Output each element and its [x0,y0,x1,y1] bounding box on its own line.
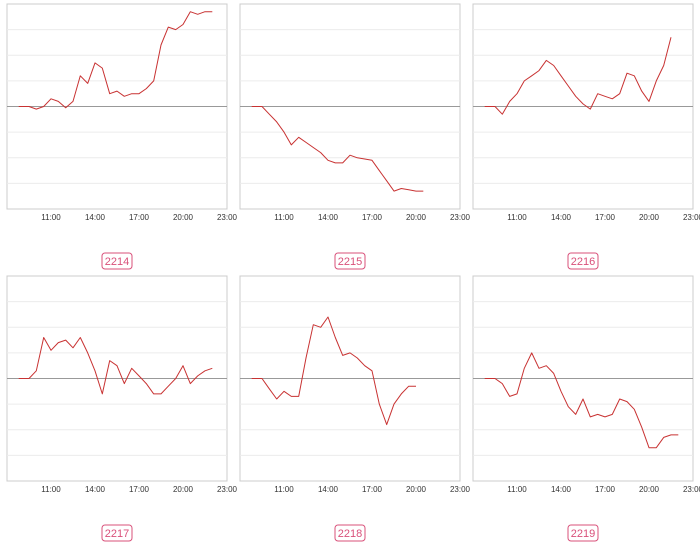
series-line [484,352,679,449]
chart-panel-2214: 11:00 14:00 17:00 20:00 23:00 2214 [6,3,238,270]
x-tick-label: 11:00 [274,485,294,494]
x-tick-label: 23:00 [217,485,238,494]
series-line [251,316,416,426]
chart-id-label: 2216 [571,256,595,268]
chart-panel-2217: 11:00 14:00 17:00 20:00 23:00 2217 [6,275,238,542]
x-tick-label: 23:00 [217,213,238,222]
x-tick-label: 23:00 [450,485,471,494]
chart-id-badge[interactable] [101,524,133,542]
chart-id-label: 2219 [571,528,595,540]
chart-id-label: 2217 [105,528,129,540]
chart-id-badge[interactable] [334,252,366,270]
x-tick-label: 23:00 [683,485,700,494]
series-line [18,337,213,395]
x-tick-label: 20:00 [173,213,194,222]
chart-id-badge[interactable] [567,252,599,270]
series-line [484,37,672,115]
x-tick-label: 11:00 [274,213,294,222]
chart-id-label: 2215 [338,256,362,268]
x-tick-label: 14:00 [551,485,572,494]
x-tick-label: 11:00 [507,485,527,494]
x-tick-label: 17:00 [129,485,150,494]
x-tick-label: 23:00 [450,213,471,222]
x-tick-label: 20:00 [639,485,660,494]
chart-id-badge[interactable] [567,524,599,542]
chart-panel-2218: 11:00 14:00 17:00 20:00 23:00 2218 [239,275,471,542]
x-tick-label: 23:00 [683,213,700,222]
x-tick-label: 17:00 [595,485,616,494]
x-tick-label: 20:00 [173,485,194,494]
x-tick-label: 14:00 [85,213,106,222]
x-tick-label: 20:00 [406,213,427,222]
x-tick-label: 17:00 [362,485,383,494]
x-tick-label: 17:00 [362,213,383,222]
x-tick-label: 20:00 [406,485,427,494]
x-tick-label: 14:00 [85,485,106,494]
chart-id-badge[interactable] [334,524,366,542]
x-tick-label: 20:00 [639,213,660,222]
chart-id-badge[interactable] [101,252,133,270]
chart-panel-2216: 11:00 14:00 17:00 20:00 23:00 2216 [472,3,700,270]
x-tick-label: 14:00 [318,213,339,222]
chart-id-label: 2218 [338,528,362,540]
x-tick-label: 14:00 [551,213,572,222]
x-tick-label: 11:00 [507,213,527,222]
x-tick-label: 11:00 [41,213,61,222]
x-tick-label: 11:00 [41,485,61,494]
chart-panel-2215: 11:00 14:00 17:00 20:00 23:00 2215 [239,3,471,270]
x-tick-label: 14:00 [318,485,339,494]
x-tick-label: 17:00 [595,213,616,222]
series-line [18,11,213,110]
series-line [251,106,424,192]
x-tick-label: 17:00 [129,213,150,222]
chart-id-label: 2214 [105,256,129,268]
chart-panel-2219: 11:00 14:00 17:00 20:00 23:00 2219 [472,275,700,542]
